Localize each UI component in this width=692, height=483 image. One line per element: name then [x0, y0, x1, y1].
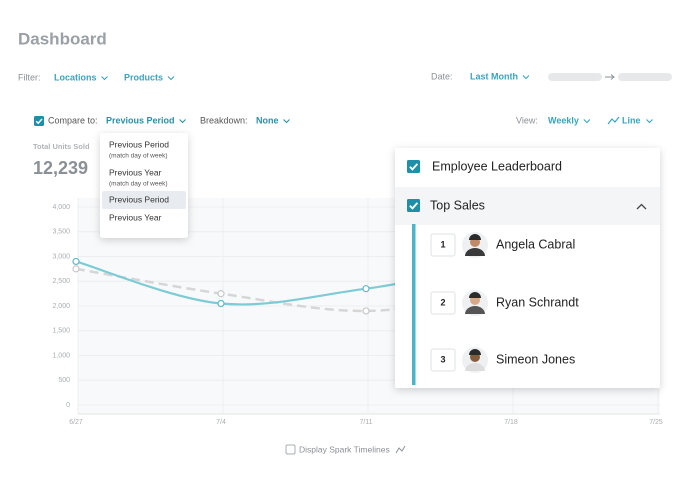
avatar-body [465, 306, 485, 314]
rank: 3 [440, 354, 445, 364]
y-tick-label: 500 [58, 377, 70, 384]
dropdown-box [100, 133, 188, 238]
checkmark [35, 118, 43, 125]
section-title: Top Sales [430, 198, 485, 212]
y-tick-label: 1,000 [52, 352, 70, 359]
section-header[interactable] [395, 187, 660, 225]
avatar-body [465, 363, 485, 371]
kpi-label: Total Units Sold [33, 142, 90, 151]
page-title: Dashboard [18, 29, 107, 48]
collapse-chevron[interactable] [636, 203, 647, 210]
filter-select[interactable]: Products [124, 72, 163, 82]
menu-item[interactable]: Previous Year [109, 167, 162, 177]
checkmark [409, 163, 419, 171]
filter-select[interactable]: Locations [54, 72, 97, 82]
x-tick-label: 7/18 [504, 419, 518, 426]
checkbox[interactable] [34, 116, 44, 126]
y-tick-label: 2,000 [52, 303, 70, 310]
y-tick-label: 3,500 [52, 229, 70, 236]
date-select[interactable]: Last Month [470, 71, 518, 81]
chevron [101, 76, 108, 81]
menu-item[interactable]: Previous Period [109, 139, 169, 149]
spark-label: Display Spark Timelines [299, 444, 390, 454]
rank-box [430, 233, 456, 257]
x-tick-label: 7/25 [649, 419, 663, 426]
avatar-hair [469, 292, 481, 298]
menu-note: (match day of week) [109, 153, 168, 160]
chevron [646, 119, 653, 124]
y-tick-label: 2,500 [52, 278, 70, 285]
compare-select[interactable]: Previous Period [106, 115, 175, 125]
filter-label: Filter: [18, 72, 41, 82]
data-point [72, 257, 80, 266]
kpi-value: 12,239 [33, 158, 88, 178]
avatar-hair [469, 349, 481, 355]
avatar-hair [469, 234, 481, 240]
y-tick-label: 4,000 [52, 204, 70, 211]
rank: 2 [440, 297, 445, 307]
menu-note: (match day of week) [109, 181, 168, 188]
menu-item[interactable]: Previous Year [109, 212, 162, 222]
data-point [362, 285, 370, 293]
avatar-body [465, 248, 485, 256]
date-label: Date: [431, 71, 453, 81]
y-tick-label: 1,500 [52, 328, 70, 335]
chevron [167, 76, 175, 81]
data-point [72, 265, 80, 273]
view-select[interactable]: Weekly [548, 115, 579, 125]
breakdown-label: Breakdown: [200, 115, 248, 125]
chevron [522, 75, 530, 80]
date-end[interactable] [618, 73, 672, 81]
leaderboard-panel: Employee Leaderboard Top Sales 1 Angela C… [395, 148, 660, 388]
x-tick-label: 7/11 [359, 419, 372, 426]
checkbox[interactable] [407, 199, 420, 212]
breakdown-select[interactable]: None [256, 115, 279, 125]
chevron [583, 119, 591, 124]
dropdown: Previous Period (match day of week) Previo… [100, 133, 188, 238]
checkbox[interactable] [407, 160, 420, 173]
compare-label: Compare to: [48, 115, 98, 125]
line-icon [607, 116, 620, 125]
menu-highlight [102, 191, 186, 209]
menu-item[interactable]: Previous Period [109, 194, 169, 204]
spark-icon [395, 445, 406, 454]
section-bar [412, 224, 416, 385]
x-tick-label: 6/27 [69, 419, 83, 426]
chevron [283, 119, 290, 124]
y-tick-label: 3,000 [52, 253, 70, 260]
arrow-head [610, 74, 615, 80]
chevron [179, 119, 186, 124]
date-start[interactable] [548, 73, 602, 81]
rank-box [430, 291, 456, 315]
employee-name: Angela Cabral [496, 237, 575, 251]
spark-checkbox[interactable] [285, 444, 296, 455]
data-point [217, 290, 225, 298]
x-tick-label: 7/4 [216, 419, 226, 426]
rank: 1 [440, 239, 445, 249]
chart-type-select[interactable]: Line [622, 115, 641, 125]
checkmark [409, 202, 419, 210]
employee-name: Ryan Schrandt [496, 295, 579, 309]
rank-box [430, 348, 456, 372]
data-point [217, 299, 225, 308]
view-label: View: [516, 115, 538, 125]
panel-title: Employee Leaderboard [432, 159, 562, 173]
data-point [362, 307, 370, 315]
employee-name: Simeon Jones [496, 352, 575, 366]
y-tick-label: 0 [66, 402, 70, 409]
